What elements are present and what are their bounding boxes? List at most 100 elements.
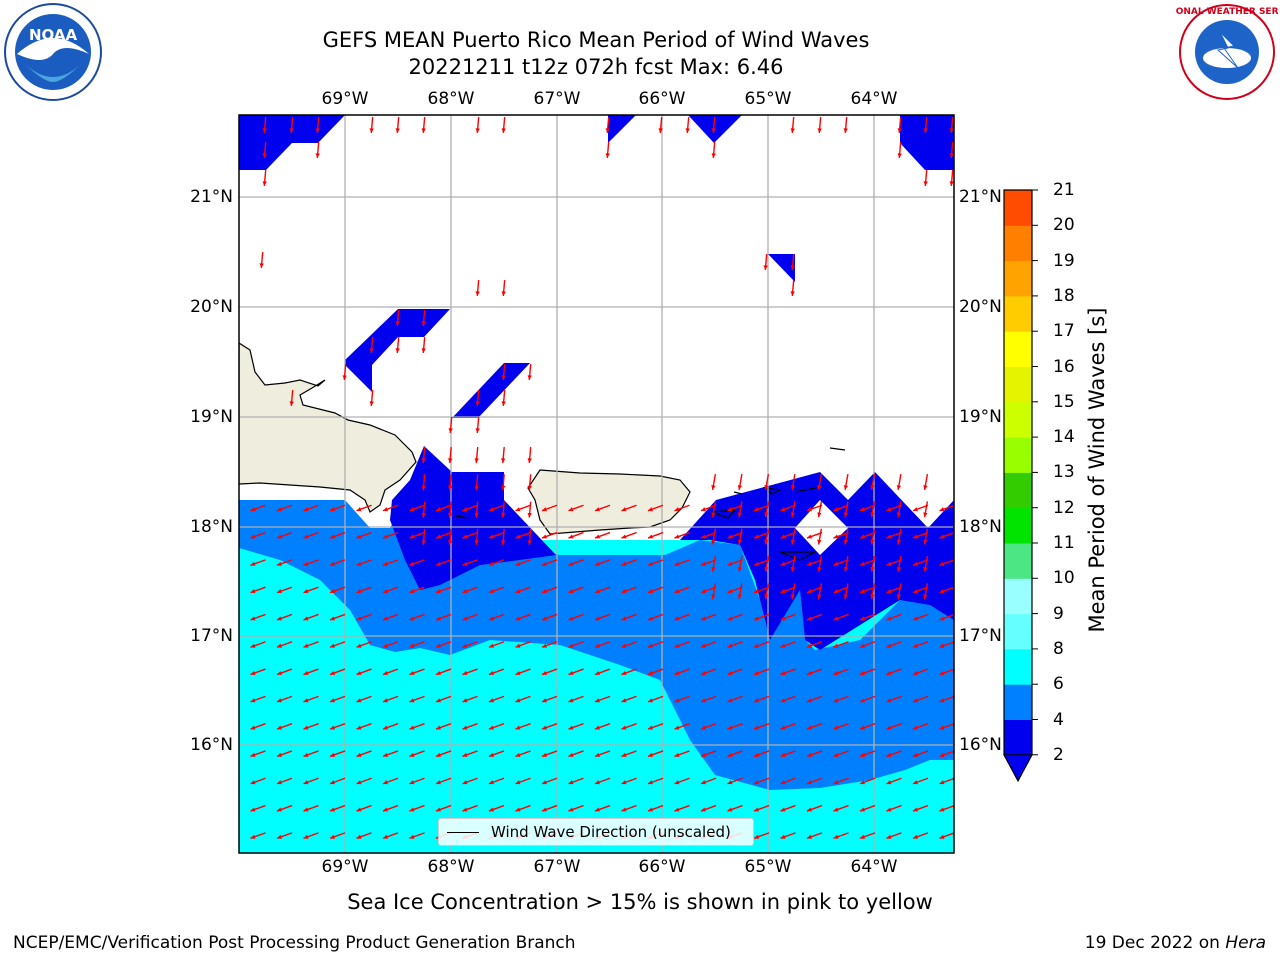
direction-arrowhead	[833, 725, 839, 730]
direction-arrowhead	[912, 616, 918, 621]
direction-arrowhead	[448, 428, 453, 433]
direction-arrowhead	[315, 128, 320, 133]
direction-arrowhead	[409, 534, 415, 539]
direction-arrowhead	[939, 725, 945, 730]
direction-arrowhead	[303, 834, 309, 839]
direction-arrowhead	[859, 643, 865, 648]
direction-arrowhead	[315, 153, 320, 158]
direction-arrowhead	[329, 807, 335, 812]
colorbar-segment	[1004, 401, 1032, 438]
direction-arrowhead	[541, 643, 547, 648]
direction-arrowhead	[711, 566, 716, 572]
direction-arrowhead	[806, 834, 812, 839]
direction-arrowhead	[700, 589, 706, 594]
direction-arrowhead	[700, 752, 706, 757]
direction-arrowhead	[896, 594, 902, 600]
direction-arrowhead	[501, 375, 506, 380]
direction-arrowhead	[303, 698, 309, 703]
direction-arrowhead	[276, 643, 282, 648]
direction-arrowhead	[647, 534, 653, 539]
direction-arrowhead	[594, 807, 600, 812]
lat-label-left: 17°N	[190, 626, 233, 646]
map-legend: Wind Wave Direction (unscaled)	[438, 818, 754, 846]
lat-label-left: 18°N	[190, 517, 233, 537]
direction-arrowhead	[369, 401, 374, 406]
direction-arrowhead	[939, 561, 945, 566]
colorbar-segment	[1004, 684, 1032, 720]
direction-arrowhead	[329, 589, 335, 594]
direction-arrowhead	[276, 834, 282, 839]
direction-arrowhead	[356, 780, 362, 785]
direction-arrowhead	[923, 539, 928, 545]
direction-arrowhead	[886, 589, 892, 594]
colorbar-tick-label: 6	[1053, 674, 1064, 695]
direction-arrowhead	[674, 561, 680, 566]
direction-arrowhead	[870, 566, 875, 572]
direction-arrowhead	[912, 670, 918, 676]
direction-arrowhead	[448, 485, 453, 491]
direction-arrowhead	[674, 752, 680, 757]
direction-arrowhead	[949, 153, 954, 158]
direction-arrowhead	[780, 698, 786, 703]
direction-arrowhead	[435, 616, 441, 621]
lon-label-bottom: 66°W	[638, 857, 686, 877]
direction-arrowhead	[515, 752, 521, 757]
direction-arrowhead	[435, 752, 441, 757]
direction-arrowhead	[382, 616, 388, 621]
direction-arrowhead	[753, 752, 759, 757]
colorbar-segment	[1004, 331, 1032, 367]
direction-arrowhead	[737, 594, 743, 600]
direction-arrowhead	[475, 428, 480, 433]
direction-arrowhead	[527, 458, 532, 463]
direction-arrowhead	[737, 485, 743, 490]
direction-arrowhead	[780, 589, 786, 594]
direction-arrowhead	[817, 512, 822, 518]
direction-arrowhead	[515, 589, 521, 594]
direction-arrowhead	[250, 534, 256, 539]
direction-arrowhead	[329, 507, 335, 512]
direction-arrowhead	[409, 752, 415, 757]
direction-arrowhead	[753, 507, 759, 512]
direction-arrowhead	[939, 670, 945, 676]
direction-arrowhead	[780, 752, 786, 757]
direction-arrowhead	[462, 589, 468, 594]
colorbar-tick-label: 8	[1053, 638, 1064, 659]
svg-text:NATIONAL WEATHER SERVICE: NATIONAL WEATHER SERVICE	[1176, 7, 1278, 17]
direction-arrowhead	[647, 507, 653, 512]
direction-arrowhead	[912, 643, 918, 648]
direction-arrowhead	[488, 507, 494, 512]
lon-label-top: 64°W	[850, 89, 898, 109]
direction-arrowhead	[356, 725, 362, 730]
direction-arrowhead	[912, 507, 918, 512]
direction-arrowhead	[949, 181, 954, 186]
lon-label-top: 65°W	[744, 89, 792, 109]
direction-arrowhead	[594, 698, 600, 703]
direction-arrowhead	[250, 643, 256, 648]
direction-arrowhead	[817, 594, 822, 600]
direction-arrowhead	[647, 643, 653, 648]
direction-arrowhead	[501, 458, 506, 463]
direction-arrowhead	[859, 752, 865, 757]
colorbar-segment	[1004, 260, 1032, 297]
direction-arrowhead	[870, 539, 875, 545]
direction-arrowhead	[790, 594, 796, 600]
direction-arrowhead	[262, 128, 267, 133]
direction-arrowhead	[475, 291, 480, 296]
direction-arrowhead	[395, 128, 400, 133]
direction-arrowhead	[250, 589, 256, 594]
direction-arrowhead	[276, 589, 282, 594]
direction-arrowhead	[674, 616, 680, 621]
direction-arrowhead	[356, 752, 362, 757]
direction-arrowhead	[250, 780, 256, 785]
direction-arrowhead	[527, 485, 532, 491]
direction-arrowhead	[568, 561, 574, 566]
direction-arrowhead	[435, 698, 441, 703]
colorbar-segment	[1004, 613, 1032, 650]
direction-arrowhead	[250, 752, 256, 757]
direction-arrowhead	[329, 670, 335, 676]
direction-arrowhead	[462, 643, 468, 648]
colorbar-tick-label: 10	[1053, 568, 1075, 589]
direction-arrowhead	[700, 807, 706, 812]
direction-arrowhead	[674, 589, 680, 594]
direction-arrowhead	[421, 540, 426, 545]
